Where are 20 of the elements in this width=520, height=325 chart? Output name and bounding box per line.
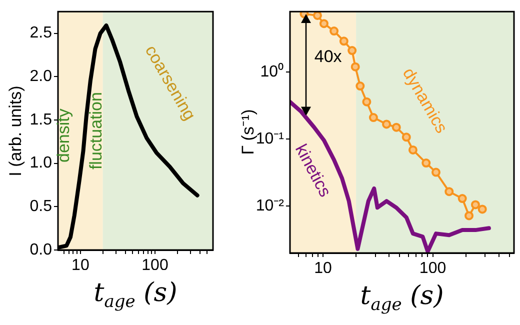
x-tick-label: 10 xyxy=(72,257,90,274)
x-axis-title: t$_{age}$ (s) xyxy=(360,281,444,316)
y-tick-label: 1.0 xyxy=(30,154,52,172)
y-tick-label: 0.0 xyxy=(30,241,52,258)
annotation: density xyxy=(54,108,73,163)
x-tick-label: 10 xyxy=(314,260,332,278)
y-axis-title: Γ (s⁻¹) xyxy=(238,110,258,156)
x-tick-label: 100 xyxy=(142,257,168,274)
annotation: fluctuation xyxy=(86,92,106,170)
y-tick-label: 10⁻² xyxy=(256,198,285,215)
annotation: 40x xyxy=(314,47,342,66)
y-axis-title: I (arb. units) xyxy=(6,85,26,176)
x-tick-label: 100 xyxy=(419,260,446,278)
y-tick-label: 0.5 xyxy=(30,198,52,216)
x-axis-title: t$_{age}$ (s) xyxy=(94,278,178,312)
y-tick-label: 1.5 xyxy=(30,111,52,128)
y-tick-label: 2.5 xyxy=(30,24,52,42)
y-tick-label: 10⁻¹ xyxy=(256,130,284,148)
y-tick-label: 2.0 xyxy=(30,68,52,86)
y-tick-label: 10⁰ xyxy=(260,62,284,81)
